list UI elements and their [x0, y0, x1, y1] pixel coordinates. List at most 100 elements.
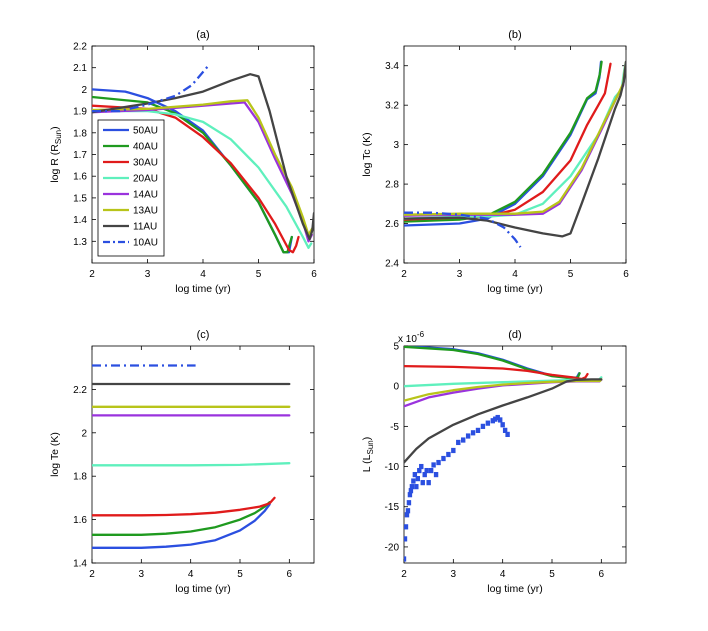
x-tick-label-3: 4	[500, 569, 506, 580]
y-tick-label-1: 3	[393, 140, 399, 151]
data-point-10au	[470, 430, 476, 436]
series-30au-1	[404, 62, 612, 221]
plot-frame-1	[403, 45, 627, 264]
y-axis-label-sub-0: Sun	[54, 130, 63, 144]
y-exponent-power-3: -6	[417, 330, 425, 339]
series-group-1	[404, 60, 626, 248]
data-point-10au	[502, 427, 508, 433]
x-tick-label-2: 5	[237, 569, 243, 580]
x-tick-label-2: 2	[89, 569, 95, 580]
legend-label-13au: 13AU	[133, 206, 158, 217]
series-group-2	[92, 364, 291, 549]
data-point-10au	[498, 417, 503, 423]
y-tick-label-0: 2.1	[73, 63, 87, 74]
series-14au-1	[404, 60, 626, 217]
data-point-10au	[409, 484, 415, 490]
y-exponent-base-3: x 10	[398, 334, 417, 345]
series-13au-0	[92, 99, 314, 236]
legend-label-11au: 11AU	[133, 222, 157, 233]
series-50au-2	[92, 503, 271, 549]
y-tick-label-0: 1.3	[73, 237, 87, 248]
x-tick-label-1: 5	[568, 269, 574, 280]
y-axis-label-sub-3: Sun	[366, 440, 375, 454]
data-point-10au	[428, 467, 434, 474]
x-axis-label-2: log time (yr)	[175, 583, 230, 595]
panel-2: 2 3 4 5 6 1.4 1.6 1.8 2 2.2 (c) log time (yr) log Te…	[49, 329, 315, 595]
data-point-10au	[412, 471, 418, 478]
y-tick-label-0: 2.2	[73, 42, 87, 53]
data-point-10au	[500, 422, 505, 428]
data-point-10au	[495, 414, 500, 421]
legend-box	[97, 119, 165, 257]
legend-label-10au: 10AU	[133, 238, 158, 249]
y-tick-label-0: 2	[81, 85, 87, 96]
series-20au-2	[92, 462, 291, 467]
x-tick-label-3: 6	[599, 569, 605, 580]
legend-label-50au: 50AU	[133, 126, 158, 137]
y-axis-label-text-0: log R (R	[49, 144, 61, 183]
data-point-10au	[404, 524, 409, 530]
y-axis-label-close-3: )	[361, 437, 373, 441]
legend-0: 50AU 40AU 30AU 20AU 14AU 13AU 11AU 10AU	[97, 119, 165, 257]
y-tick-label-1: 2.8	[385, 180, 399, 191]
y-axis-label-text-3: L (L	[361, 454, 373, 472]
x-tick-label-0: 2	[89, 269, 95, 280]
x-tick-label-0: 4	[200, 269, 206, 280]
data-point-10au	[415, 476, 421, 482]
series-20au-0	[92, 109, 313, 249]
series-group-3	[404, 346, 603, 562]
data-point-10au	[505, 431, 510, 438]
data-point-10au	[411, 478, 416, 484]
panel-title-3: (d)	[508, 329, 521, 341]
x-tick-label-1: 4	[512, 269, 518, 280]
x-axis-label-1: log time (yr)	[487, 283, 542, 295]
y-tick-label-3: -10	[385, 462, 400, 473]
y-tick-label-2: 1.4	[73, 559, 87, 570]
panel-title-1: (b)	[508, 29, 521, 41]
data-point-10au	[405, 508, 411, 514]
x-tick-label-0: 5	[256, 269, 262, 280]
panel-title-2: (c)	[197, 329, 210, 341]
y-tick-label-0: 1.5	[73, 193, 87, 204]
data-point-10au	[422, 471, 427, 478]
data-point-10au	[441, 455, 446, 462]
data-point-10au	[407, 492, 413, 498]
y-tick-label-2: 2.2	[73, 385, 87, 396]
y-axis-label-0: log R (RSun)	[49, 126, 63, 182]
y-tick-label-3: -15	[385, 502, 400, 513]
y-tick-label-3: -20	[385, 542, 400, 553]
y-tick-label-0: 1.6	[73, 172, 87, 183]
panel-3: 2 3 4 5 6 -20 -15 -10 -5 0 5 (d) log time (yr) L (LSu…	[361, 329, 627, 595]
series-10au-0	[92, 64, 210, 113]
legend-label-40au: 40AU	[133, 142, 158, 153]
y-tick-label-3: 5	[393, 342, 399, 353]
legend-label-20au: 20AU	[133, 174, 158, 185]
x-axis-label-3: log time (yr)	[487, 583, 542, 595]
data-point-10au	[480, 423, 486, 429]
y-tick-label-0: 1.9	[73, 107, 87, 118]
series-30au-2	[92, 496, 276, 517]
y-tick-label-0: 1.8	[73, 128, 87, 139]
x-tick-label-3: 5	[549, 569, 555, 580]
series-13au-1	[404, 60, 626, 216]
panel-title-0: (a)	[196, 29, 209, 41]
legend-label-30au: 30AU	[133, 158, 158, 169]
data-point-10au	[475, 427, 481, 433]
x-tick-label-3: 2	[401, 569, 407, 580]
legend-label-14au: 14AU	[133, 190, 158, 201]
panel-1: 2 3 4 5 6 2.4 2.6 2.8 3 3.2 3.4 (b) log time (yr) log…	[361, 29, 629, 295]
data-point-10au	[485, 420, 491, 426]
data-point-10au	[426, 480, 431, 486]
y-tick-label-3: 0	[393, 382, 399, 393]
data-point-10au	[490, 418, 495, 424]
x-axis-label-0: log time (yr)	[175, 283, 230, 295]
data-point-10au	[420, 480, 425, 486]
y-tick-label-1: 3.2	[385, 101, 399, 112]
data-point-10au	[436, 459, 441, 466]
series-group-0	[92, 64, 314, 254]
y-tick-label-1: 3.4	[385, 61, 399, 72]
series-11au-3	[404, 378, 603, 464]
panel-0: 2 3 4 5 6 1.3 1.4 1.5 1.6 1.7 1.8 1.9 2 2.1 2.2 (a) log …	[49, 29, 317, 295]
data-point-10au	[408, 488, 414, 494]
